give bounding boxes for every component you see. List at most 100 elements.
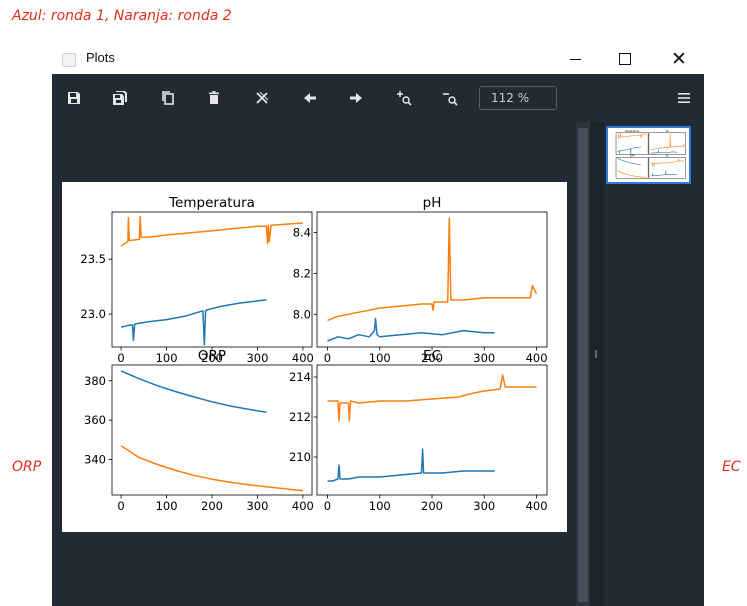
zoom-in-icon	[397, 91, 412, 106]
x-tick-label: 200	[201, 499, 223, 513]
x-tick-label: 400	[292, 499, 314, 513]
x-tick-label: 0	[117, 499, 124, 513]
close-button[interactable]: ✕	[656, 44, 702, 74]
minimize-icon	[569, 58, 581, 60]
copy-icon	[162, 91, 174, 105]
window-title: Plots	[86, 50, 115, 65]
minimize-button[interactable]	[552, 44, 598, 74]
series-line-1	[327, 448, 495, 482]
series-line-2	[617, 133, 647, 139]
zoom-level-input[interactable]: 112 %	[479, 86, 557, 110]
next-plot-button[interactable]	[342, 84, 370, 112]
y-tick-label: 212	[289, 410, 311, 424]
save-button[interactable]	[60, 84, 88, 112]
series-line-2	[120, 445, 303, 492]
close-all-button[interactable]	[248, 84, 276, 112]
thumb-title: pH	[666, 130, 669, 133]
axes-frame	[111, 364, 313, 496]
plot-thumbnail[interactable]: Temperatura pH ORP EC	[606, 126, 691, 184]
axes-frame	[615, 132, 649, 155]
plot-figure: 0 100 200 300 400 23.0 23.5 Temperatura 0 100 200 3…	[62, 182, 567, 532]
axes-frame	[111, 211, 313, 348]
x-tick-label: 200	[201, 351, 223, 365]
subplot-2: 0 100 200 300 400 8.0 8.2 8.4 pH	[293, 195, 548, 365]
maximize-button[interactable]	[602, 44, 648, 74]
plots-window: Plots ✕ 112 %	[52, 44, 704, 606]
maximize-icon	[619, 53, 631, 65]
ec-side-label: EC	[722, 459, 741, 475]
subplot-title: EC	[423, 348, 441, 364]
axes-frame	[615, 157, 649, 179]
x-tick-label: 200	[421, 499, 443, 513]
axes-frame	[648, 157, 686, 179]
close-all-icon	[256, 91, 269, 104]
subplot-title: ORP	[198, 348, 226, 364]
series-line-1	[617, 158, 641, 166]
x-tick-label: 400	[292, 351, 314, 365]
toolbar: 112 %	[52, 74, 704, 122]
x-tick-label: 100	[156, 351, 178, 365]
save-all-icon	[113, 91, 127, 105]
series-line-1	[120, 370, 267, 414]
y-tick-label: 8.0	[293, 307, 311, 321]
delete-button[interactable]	[200, 84, 228, 112]
y-tick-label: 8.4	[293, 225, 311, 239]
x-tick-label: 100	[369, 351, 391, 365]
series-line-1	[650, 170, 678, 177]
orp-side-label: ORP	[12, 459, 42, 475]
subplot-1: 0 100 200 300 400 23.0 23.5 Temperatura	[80, 195, 313, 365]
close-icon: ✕	[671, 48, 687, 70]
subplot-3: ORP	[615, 154, 649, 179]
subplot-4: 0 100 200 300 400 210 212 214 EC	[289, 348, 547, 513]
y-tick-label: 360	[84, 413, 106, 427]
series-line-1	[650, 149, 678, 154]
x-tick-label: 300	[246, 499, 268, 513]
zoom-out-button[interactable]	[436, 84, 464, 112]
title-bar: Plots ✕	[52, 44, 704, 74]
y-tick-label: 23.5	[80, 252, 106, 266]
subplot-title: pH	[423, 195, 442, 211]
y-tick-label: 380	[84, 374, 106, 388]
series-line-1	[120, 299, 267, 346]
series-line-2	[650, 133, 685, 151]
series-line-2	[120, 215, 303, 247]
vertical-scrollbar[interactable]	[576, 122, 590, 606]
next-arrow-icon	[350, 93, 362, 103]
series-line-2	[327, 217, 538, 322]
options-menu-button[interactable]	[670, 84, 698, 112]
zoom-out-icon	[443, 93, 458, 106]
figure-caption-legend: Azul: ronda 1, Naranja: ronda 2	[12, 8, 232, 24]
thumb-title: Temperatura	[625, 130, 640, 133]
x-tick-label: 0	[117, 351, 124, 365]
axes-frame	[648, 132, 686, 155]
y-tick-label: 23.0	[80, 307, 106, 321]
subplot-2: pH	[648, 130, 686, 155]
x-tick-label: 100	[369, 499, 391, 513]
plot-viewer-pane: 0 100 200 300 400 23.0 23.5 Temperatura 0 100 200 3…	[52, 122, 576, 606]
x-tick-label: 200	[421, 351, 443, 365]
x-tick-label: 400	[526, 499, 548, 513]
copy-button[interactable]	[154, 84, 182, 112]
previous-plot-button[interactable]	[296, 84, 324, 112]
thumbnail-pane: Temperatura pH ORP EC	[604, 122, 704, 606]
series-line-2	[650, 158, 685, 167]
app-icon	[62, 53, 76, 67]
scrollbar-thumb[interactable]	[578, 128, 588, 602]
axes-frame	[316, 211, 548, 348]
x-tick-label: 300	[473, 351, 495, 365]
x-tick-label: 400	[526, 351, 548, 365]
subplot-4: EC	[648, 154, 686, 179]
thumb-title: EC	[666, 154, 669, 157]
thumb-title: ORP	[630, 154, 635, 157]
y-tick-label: 210	[289, 450, 311, 464]
subplot-1: Temperatura	[615, 130, 649, 155]
figure-canvas: 0 100 200 300 400 23.0 23.5 Temperatura 0 100 200 3…	[80, 195, 548, 513]
x-tick-label: 0	[324, 499, 331, 513]
zoom-in-button[interactable]	[390, 84, 418, 112]
x-tick-label: 0	[324, 351, 331, 365]
series-line-2	[327, 374, 537, 422]
axes-frame	[316, 364, 548, 496]
pane-splitter[interactable]	[590, 122, 604, 606]
save-all-button[interactable]	[106, 84, 134, 112]
y-tick-label: 340	[84, 453, 106, 467]
